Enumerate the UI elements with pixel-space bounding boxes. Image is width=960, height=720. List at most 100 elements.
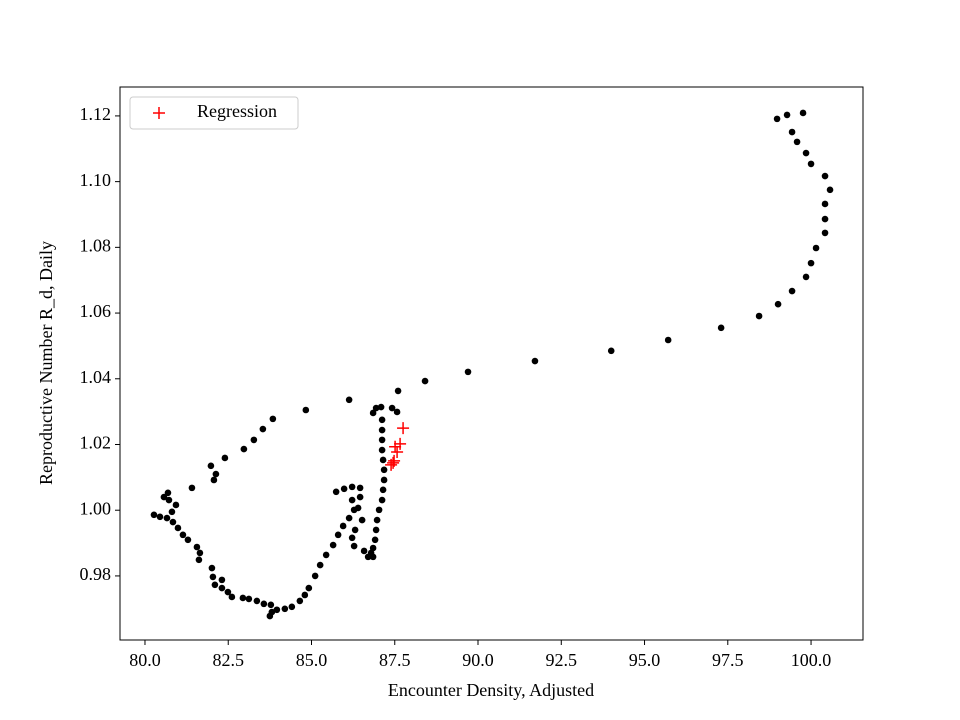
point [163,514,171,522]
point [717,324,725,332]
point [378,436,386,444]
point [812,244,820,252]
point [369,553,377,561]
point [356,493,364,501]
point [348,483,356,491]
point [193,543,201,551]
point [160,493,168,501]
point [156,513,164,521]
point [339,522,347,530]
point [169,518,177,526]
point [379,486,387,494]
y-tick-label: 1.00 [80,498,112,518]
point [311,572,319,580]
legend-marker [153,107,165,119]
point [378,416,386,424]
x-axis-label: Encounter Density, Adjusted [388,680,594,700]
point [218,576,226,584]
point [377,403,385,411]
x-tick-label: 82.5 [212,650,244,670]
point [273,606,281,614]
plot-frame [119,86,864,641]
point [179,531,187,539]
y-tick-label: 1.10 [80,170,112,190]
point [165,496,173,504]
point [394,437,407,450]
point [184,536,192,544]
point [316,561,324,569]
point [253,597,261,605]
point [195,556,203,564]
point [388,404,396,412]
x-tick-label: 85.0 [296,650,328,670]
point [380,476,388,484]
point [302,406,310,414]
point [378,496,386,504]
point [269,415,277,423]
point [807,160,815,168]
point [260,600,268,608]
point [372,404,380,412]
point [334,531,342,539]
point [340,485,348,493]
point [245,595,253,603]
x-tick-label: 100.0 [791,650,832,670]
point [379,456,387,464]
point [210,476,218,484]
point [774,300,782,308]
point [296,597,304,605]
point [788,128,796,136]
point [755,312,763,320]
point [802,149,810,157]
point [212,470,220,478]
point [174,524,182,532]
point [345,514,353,522]
point [531,357,539,365]
point [332,488,340,496]
x-tick-label: 87.5 [379,650,411,670]
point [826,186,834,194]
point [240,445,248,453]
x-tick-label: 95.0 [629,650,661,670]
point [239,594,247,602]
point [388,454,401,467]
point [301,591,309,599]
point [345,396,353,404]
point [168,508,176,516]
point [250,436,258,444]
point [378,426,386,434]
point [350,506,358,514]
point [356,484,364,492]
point [172,501,180,509]
point [788,287,796,295]
point [196,549,204,557]
point [807,259,815,267]
point [348,534,356,542]
point [150,511,158,519]
point [371,536,379,544]
point [607,347,615,355]
point [802,273,810,281]
point [267,601,275,609]
point [391,446,404,459]
y-tick-label: 1.04 [80,367,112,387]
point [464,368,472,376]
point [358,516,366,524]
y-tick-label: 1.12 [80,104,112,124]
point [380,466,388,474]
y-axis-label: Reproductive Number R_d, Daily [36,241,56,485]
point [821,172,829,180]
point [364,553,372,561]
point [373,516,381,524]
point [375,506,383,514]
point [821,229,829,237]
point [389,440,402,453]
point [821,215,829,223]
point [259,425,267,433]
point [350,542,358,550]
point [228,593,236,601]
point [394,387,402,395]
point [821,200,829,208]
